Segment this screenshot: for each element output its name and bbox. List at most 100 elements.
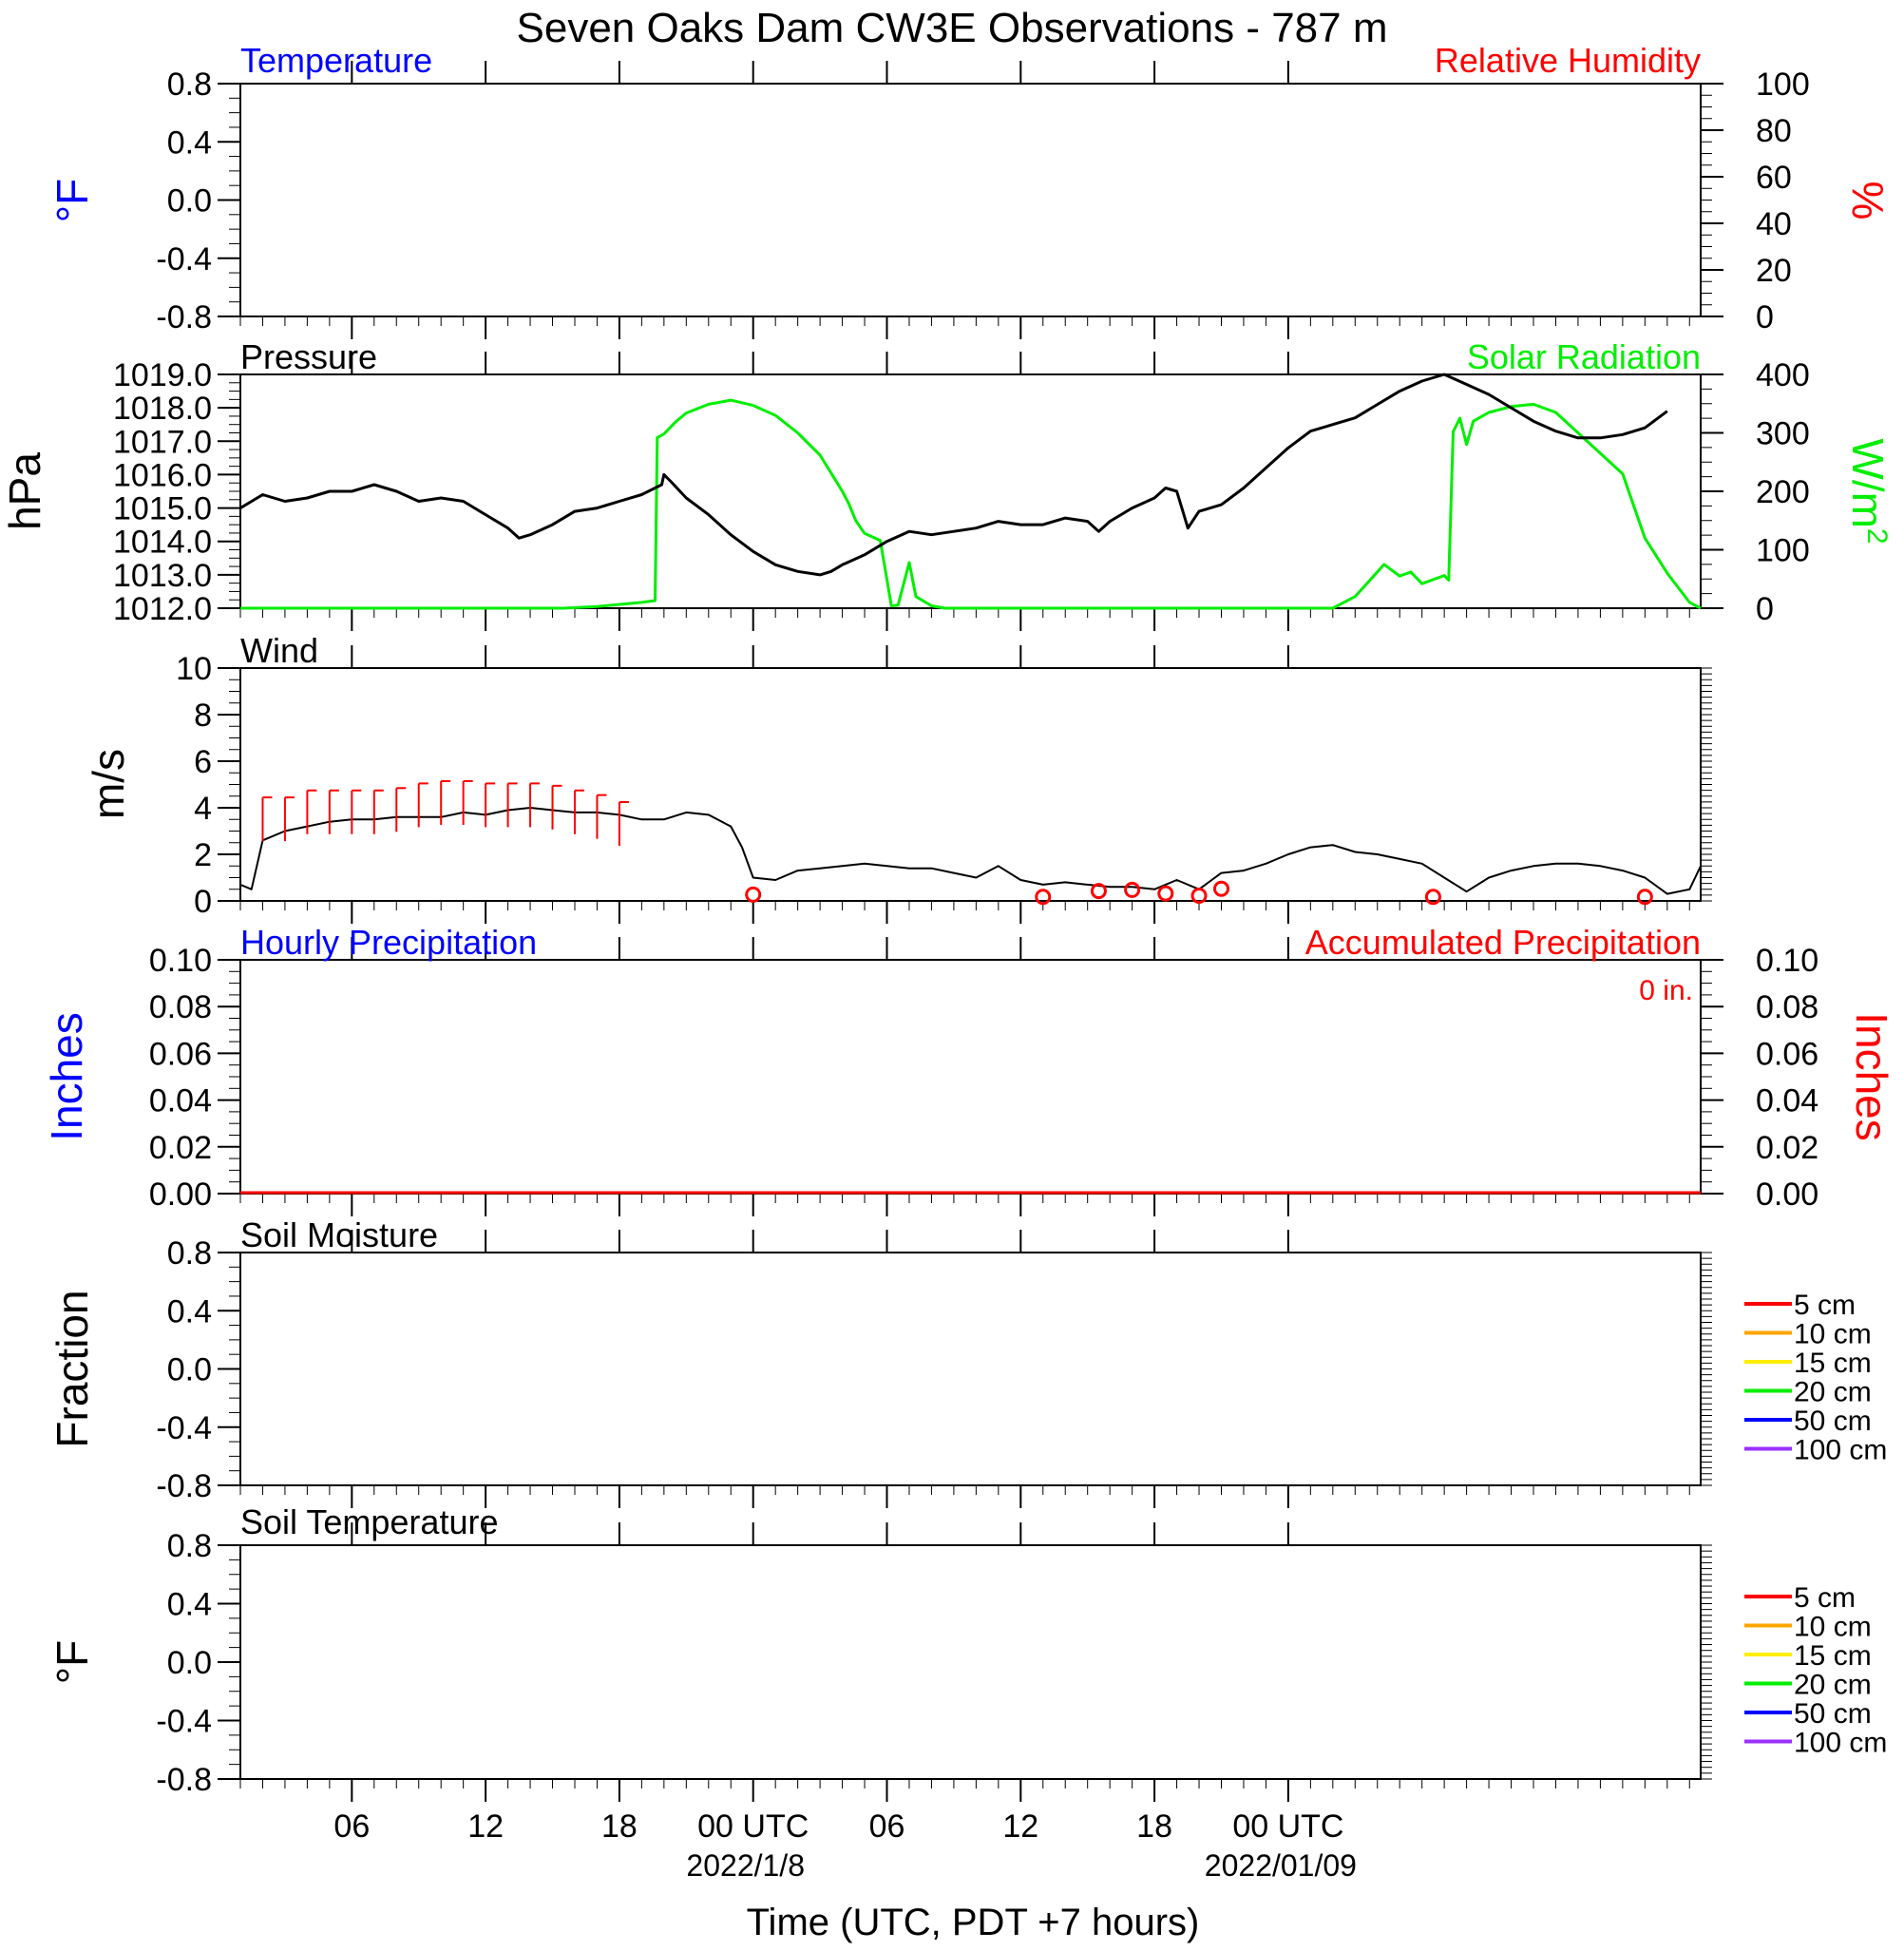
x-tick-label: 00 UTC	[1232, 1808, 1343, 1845]
y-tick-label: -0.4	[156, 241, 212, 277]
y-tick-label: 4	[194, 791, 212, 827]
y-tick-label: 0.8	[167, 1235, 212, 1272]
calm-wind-circle	[1212, 880, 1229, 897]
soil-moisture-title: Soil Moisture	[240, 1215, 438, 1254]
y-tick-label: 0.8	[167, 67, 212, 103]
y-tick-label: 1019.0	[113, 357, 212, 393]
y-tick-label: 0.04	[149, 1083, 212, 1119]
y-tick-label: 2	[194, 837, 212, 873]
calm-wind-circle	[1090, 883, 1107, 900]
y-tick-label-right: 60	[1756, 160, 1792, 196]
solar-ylabel: W/m2	[1843, 438, 1894, 544]
wind-speed-line	[239, 807, 1702, 895]
soil-temperature-legend-label: 20 cm	[1794, 1670, 1872, 1701]
x-axis-label: Time (UTC, PDT +7 hours)	[747, 1902, 1200, 1943]
pressure-line	[239, 373, 1668, 577]
soil-moisture-legend-label: 15 cm	[1794, 1348, 1872, 1379]
y-tick-label-right: 40	[1756, 206, 1792, 242]
y-tick-label-right: 0.06	[1756, 1036, 1818, 1072]
y-tick-label-right: 20	[1756, 253, 1792, 289]
y-tick-label-right: 200	[1756, 474, 1810, 510]
x-tick-label: 00 UTC	[697, 1808, 809, 1845]
y-tick-label-right: 0.00	[1756, 1176, 1818, 1213]
y-tick-label: 1016.0	[113, 457, 212, 493]
soil-moisture-legend-label: 10 cm	[1794, 1319, 1872, 1350]
y-tick-label: 0.10	[149, 943, 212, 979]
soil-moisture-legend-label: 100 cm	[1794, 1435, 1887, 1466]
y-tick-label: 0.0	[167, 183, 212, 220]
soil-temperature-legend-label: 10 cm	[1794, 1612, 1872, 1643]
soil-temperature-legend-label: 15 cm	[1794, 1640, 1872, 1672]
y-tick-label: 0	[194, 884, 212, 920]
soil-temperature-legend-label: 50 cm	[1794, 1698, 1872, 1730]
x-tick-label: 06	[333, 1808, 370, 1845]
panel-frame	[239, 1252, 1702, 1486]
y-tick-label: -0.4	[156, 1410, 212, 1446]
y-tick-label: -0.8	[156, 1762, 212, 1798]
hourly-precip-ylabel: Inches	[42, 1012, 91, 1141]
y-tick-label-right: 100	[1756, 533, 1810, 569]
y-tick-label-right: 0.08	[1756, 989, 1818, 1025]
panel-frame	[239, 959, 1702, 1195]
x-date-label: 2022/01/09	[1205, 1848, 1357, 1883]
soil-moisture-legend-label: 20 cm	[1794, 1377, 1872, 1408]
soil-moisture-legend-label: 50 cm	[1794, 1406, 1872, 1437]
y-tick-label: 6	[194, 744, 212, 780]
y-tick-label: 0.0	[167, 1352, 212, 1388]
y-tick-label: 0.4	[167, 1587, 212, 1623]
temperature-ylabel: °F	[48, 179, 97, 223]
x-tick-label: 18	[601, 1808, 638, 1845]
y-tick-label: 0.8	[167, 1528, 212, 1564]
panel-frame	[239, 373, 1702, 609]
x-tick-label: 18	[1136, 1808, 1172, 1845]
y-tick-label: 1014.0	[113, 525, 212, 561]
calm-wind-circle	[1190, 888, 1208, 905]
panels-layer: 0.80.40.0-0.4-0.8100806040200Temperature…	[0, 41, 1896, 1802]
humidity-ylabel: %	[1843, 182, 1893, 220]
y-tick-label-right: 0.02	[1756, 1130, 1818, 1166]
soil-moisture-legend-label: 5 cm	[1794, 1290, 1856, 1321]
pressure-title: Pressure	[240, 337, 377, 376]
y-tick-label: 0.06	[149, 1036, 212, 1072]
y-tick-label-right: 400	[1756, 357, 1810, 393]
y-tick-label: 0.02	[149, 1130, 212, 1166]
x-date-label: 2022/1/8	[686, 1848, 805, 1883]
soil-temperature-legend-label: 5 cm	[1794, 1582, 1856, 1614]
y-tick-label-right: 0	[1756, 299, 1774, 335]
wind-title: Wind	[240, 631, 318, 670]
y-tick-label: 1013.0	[113, 558, 212, 594]
y-tick-label: 0.4	[167, 124, 212, 161]
y-tick-label-right: 80	[1756, 113, 1792, 149]
humidity-title: Relative Humidity	[1435, 41, 1701, 80]
pressure-ylabel: hPa	[0, 452, 49, 530]
y-tick-label: -0.8	[156, 1468, 212, 1504]
y-tick-label: 1012.0	[113, 591, 212, 627]
panel-frame	[239, 1544, 1702, 1780]
calm-wind-circle	[1035, 889, 1052, 906]
accum-precip-total: 0 in.	[1639, 975, 1693, 1006]
y-tick-label: 0.4	[167, 1293, 212, 1329]
solar-title: Solar Radiation	[1467, 337, 1701, 376]
accum-precip-ylabel: Inches	[1847, 1012, 1896, 1141]
y-tick-label: 1017.0	[113, 424, 212, 460]
calm-wind-circle	[1424, 889, 1441, 906]
calm-wind-circle	[1636, 889, 1653, 906]
y-tick-label-right: 100	[1756, 67, 1810, 103]
y-tick-label-right: 0	[1756, 591, 1774, 627]
accum-precip-title: Accumulated Precipitation	[1305, 923, 1701, 962]
solar-radiation-line	[240, 398, 1702, 610]
y-tick-label: 1018.0	[113, 391, 212, 427]
temperature-title: Temperature	[240, 41, 432, 80]
hourly-precip-title: Hourly Precipitation	[240, 923, 537, 962]
soil-temperature-ylabel: °F	[48, 1640, 97, 1685]
calm-wind-circle	[745, 886, 762, 903]
x-tick-label: 06	[869, 1808, 905, 1845]
y-tick-label-right: 300	[1756, 416, 1810, 452]
calm-wind-circle	[1157, 885, 1174, 902]
wind-ylabel: m/s	[84, 749, 133, 819]
soil-temperature-legend-label: 100 cm	[1794, 1728, 1887, 1759]
y-tick-label: 0.08	[149, 989, 212, 1025]
y-tick-label-right: 0.04	[1756, 1083, 1818, 1119]
